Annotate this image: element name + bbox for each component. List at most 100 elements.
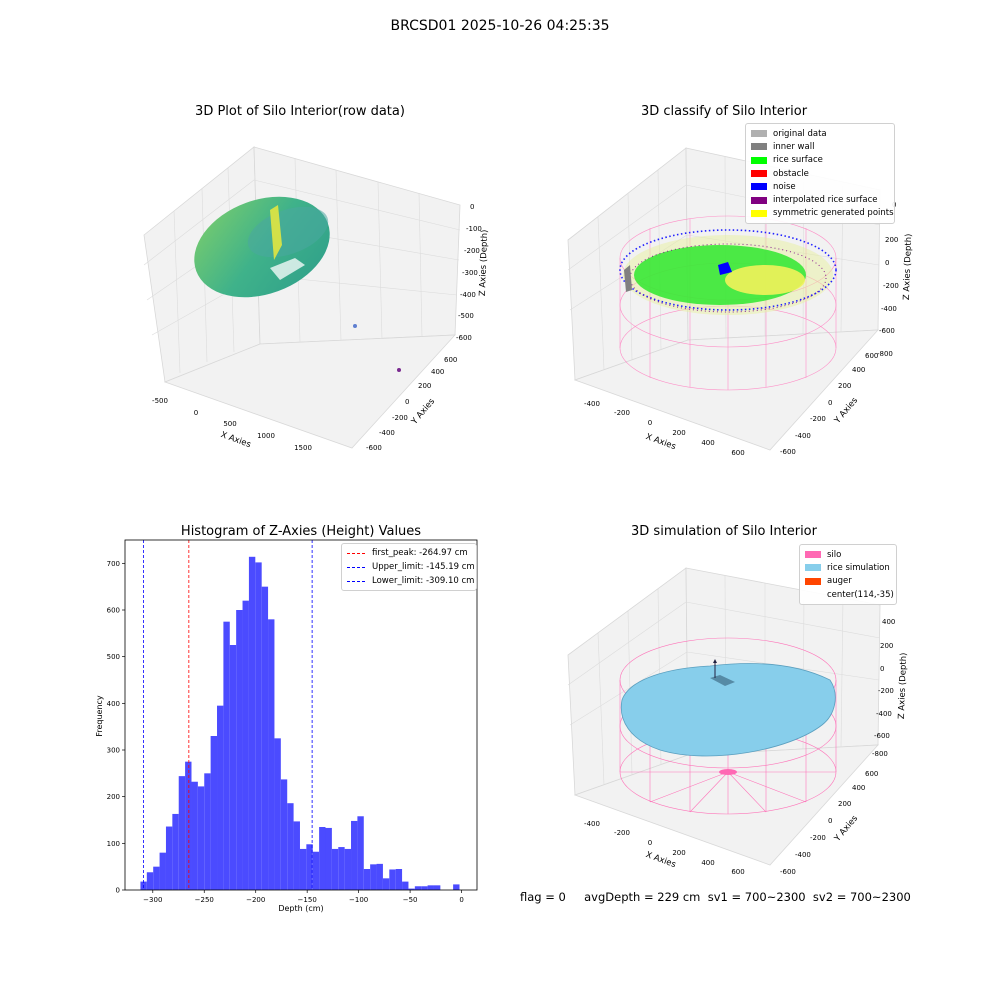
legend-line — [347, 552, 365, 554]
histogram-bar — [223, 621, 230, 890]
histogram-bar — [159, 852, 166, 890]
raw-y-tick: 0 — [405, 398, 409, 406]
legend-swatch — [751, 196, 767, 204]
simulation-z-tick: 400 — [882, 618, 895, 626]
histogram-bar — [389, 869, 396, 890]
raw-cloud-gap — [270, 258, 305, 280]
classify-z-tick: -800 — [877, 350, 893, 358]
histogram-bar — [172, 813, 179, 890]
legend-swatch — [751, 209, 767, 217]
raw-z-ticks: 0 -100 -200 -300 -400 -500 -600 — [456, 203, 482, 342]
classify-z-ticks: 0 200 0 -200 -400 -600 -800 — [877, 201, 899, 358]
raw-x-tick: 1500 — [294, 444, 312, 452]
legend-swatch — [751, 183, 767, 191]
legend-swatch — [751, 143, 767, 151]
raw-y-tick: 400 — [431, 368, 444, 376]
histogram-bar — [376, 863, 383, 890]
raw-x-tick: 1000 — [257, 432, 275, 440]
simulation-plot-title: 3D simulation of Silo Interior — [631, 524, 817, 539]
histogram-y-tick-label: 500 — [107, 653, 120, 661]
legend-line — [347, 566, 365, 568]
raw-z-tick: -600 — [456, 334, 472, 342]
histogram-bar — [414, 886, 422, 890]
classify-y-ticks: -600 -400 -200 0 200 400 600 — [780, 352, 878, 456]
legend-swatch — [805, 591, 821, 598]
simulation-x-tick: 0 — [648, 839, 652, 847]
simulation-z-tick: -200 — [878, 687, 894, 695]
simulation-y-tick: 0 — [828, 817, 832, 825]
legend-label: symmetric generated points — [773, 208, 894, 219]
legend-item-interpolated: interpolated rice surface — [751, 193, 889, 206]
simulation-x-tick: -200 — [614, 829, 630, 837]
raw-y-tick: -200 — [392, 414, 408, 422]
histogram-x-tick-label: −200 — [246, 896, 265, 904]
histogram-y-tick-label: 0 — [116, 887, 120, 895]
histogram-x-ticks: −300 −250 −200 −150 −100 −50 0 — [143, 890, 464, 904]
histogram-chart: −300 −250 −200 −150 −100 −50 0 0 100 200 300 400 50… — [95, 539, 478, 913]
histogram-bar — [236, 610, 243, 890]
histogram-y-tick-label: 100 — [107, 840, 120, 848]
figure-title: BRCSD01 2025-10-26 04:25:35 — [390, 18, 610, 34]
legend-label: rice simulation — [827, 562, 890, 573]
legend-swatch — [751, 130, 767, 138]
legend-label: first_peak: -264.97 cm — [372, 548, 468, 558]
raw-plot-title: 3D Plot of Silo Interior(row data) — [195, 104, 405, 119]
classify-x-tick: -400 — [584, 400, 600, 408]
legend-item-inner-wall: inner wall — [751, 140, 889, 153]
legend-swatch — [751, 156, 767, 164]
legend-label: Lower_limit: -309.10 cm — [372, 576, 475, 586]
simulation-3d-plot: -400 -200 0 200 400 600 X Axies -600 -40… — [567, 567, 909, 876]
simulation-x-tick: 600 — [731, 868, 744, 876]
simulation-y-tick: -400 — [795, 851, 811, 859]
raw-x-ticks: -500 0 500 1000 1500 — [152, 397, 312, 452]
histogram-bar — [242, 600, 249, 890]
raw-y-tick: 200 — [418, 382, 431, 390]
raw-z-tick: -100 — [466, 225, 482, 233]
legend-swatch — [805, 564, 821, 572]
legend-item-original-data: original data — [751, 127, 889, 140]
simulation-rice-surface — [620, 663, 836, 757]
legend-label: noise — [773, 181, 796, 192]
legend-item-noise: noise — [751, 180, 889, 193]
histogram-bar — [280, 779, 288, 890]
histogram-bar — [395, 869, 403, 890]
histogram-bar — [402, 881, 409, 890]
simulation-center-arrow-icon — [713, 659, 717, 663]
classify-x-ticks: -400 -200 0 200 400 600 — [584, 400, 745, 457]
simulation-z-tick: -600 — [874, 732, 890, 740]
histogram-y-label: Frequency — [95, 695, 104, 737]
legend-line — [347, 580, 365, 582]
histogram-x-label: Depth (cm) — [278, 904, 323, 913]
histogram-x-tick-label: −250 — [195, 896, 214, 904]
classify-z-tick: 0 — [885, 259, 889, 267]
classify-z-tick: -400 — [881, 305, 897, 313]
simulation-x-tick: -400 — [584, 820, 600, 828]
legend-label: rice surface — [773, 155, 823, 166]
raw-outlier-point — [353, 324, 357, 328]
simulation-y-ticks: -600 -400 -200 0 200 400 600 — [780, 770, 878, 876]
classify-x-tick: 400 — [701, 439, 714, 447]
classify-3d-plot: -400 -200 0 200 400 600 X Axies -600 -40… — [567, 147, 914, 457]
histogram-y-tick-label: 300 — [107, 747, 120, 755]
histogram-bar — [185, 761, 192, 890]
simulation-x-tick: 200 — [672, 849, 685, 857]
histogram-legend: first_peak: -264.97 cm Upper_limit: -145… — [341, 543, 477, 591]
raw-point-cloud — [194, 196, 330, 298]
classify-y-label: Y Axies — [832, 395, 860, 426]
legend-label: center(114,-35) — [827, 589, 894, 600]
histogram-bar — [191, 781, 198, 890]
legend-item-first-peak: first_peak: -264.97 cm — [347, 546, 471, 560]
raw-3d-plot: -500 0 500 1000 1500 X Axies -600 -400 -… — [143, 146, 490, 452]
simulation-y-tick: 200 — [838, 800, 851, 808]
legend-item-symmetric: symmetric generated points — [751, 207, 894, 220]
histogram-bar — [210, 736, 218, 890]
histogram-bar — [229, 645, 237, 890]
classify-y-tick: -400 — [795, 432, 811, 440]
simulation-z-tick: -400 — [876, 710, 892, 718]
histogram-bar — [255, 562, 262, 890]
classify-x-tick: -200 — [614, 409, 630, 417]
simulation-z-tick: 200 — [880, 642, 893, 650]
classify-x-tick: 600 — [731, 449, 744, 457]
raw-outlier-point — [397, 368, 401, 372]
histogram-bars — [140, 556, 460, 890]
